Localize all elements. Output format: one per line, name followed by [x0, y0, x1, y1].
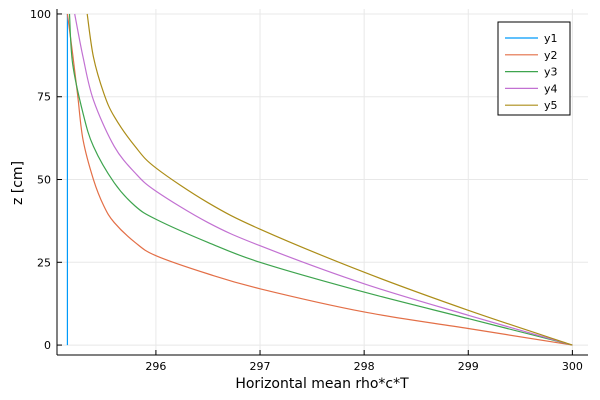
legend-label-y1: y1 — [544, 32, 558, 45]
legend-label-y4: y4 — [544, 82, 558, 95]
axes — [56, 9, 588, 356]
x-ticks: 296 297 298 299 300 — [145, 350, 583, 373]
series-line-y5 — [86, 13, 573, 346]
series-layer — [66, 13, 573, 346]
y-tick-label: 100 — [30, 8, 51, 21]
series-line-y4 — [74, 13, 573, 346]
y-tick-label: 0 — [44, 339, 51, 352]
x-tick-label: 297 — [250, 360, 271, 373]
series-line-y3 — [68, 13, 573, 346]
legend-label-y3: y3 — [544, 66, 558, 79]
x-tick-label: 299 — [458, 360, 479, 373]
y-ticks: 0 25 50 75 100 — [30, 8, 62, 352]
series-line-y2 — [66, 13, 573, 346]
legend-label-y5: y5 — [544, 99, 558, 112]
y-tick-label: 50 — [37, 174, 51, 187]
x-tick-label: 300 — [562, 360, 583, 373]
x-tick-label: 298 — [354, 360, 375, 373]
y-tick-label: 75 — [37, 91, 51, 104]
y-axis-label: z [cm] — [10, 161, 26, 205]
x-tick-label: 296 — [145, 360, 166, 373]
x-axis-label: Horizontal mean rho*c*T — [235, 376, 409, 392]
legend-box — [497, 21, 571, 116]
legend-label-y2: y2 — [544, 49, 558, 62]
y-tick-label: 25 — [37, 256, 51, 269]
legend: y1 y2 y3 y4 y5 — [497, 21, 571, 116]
